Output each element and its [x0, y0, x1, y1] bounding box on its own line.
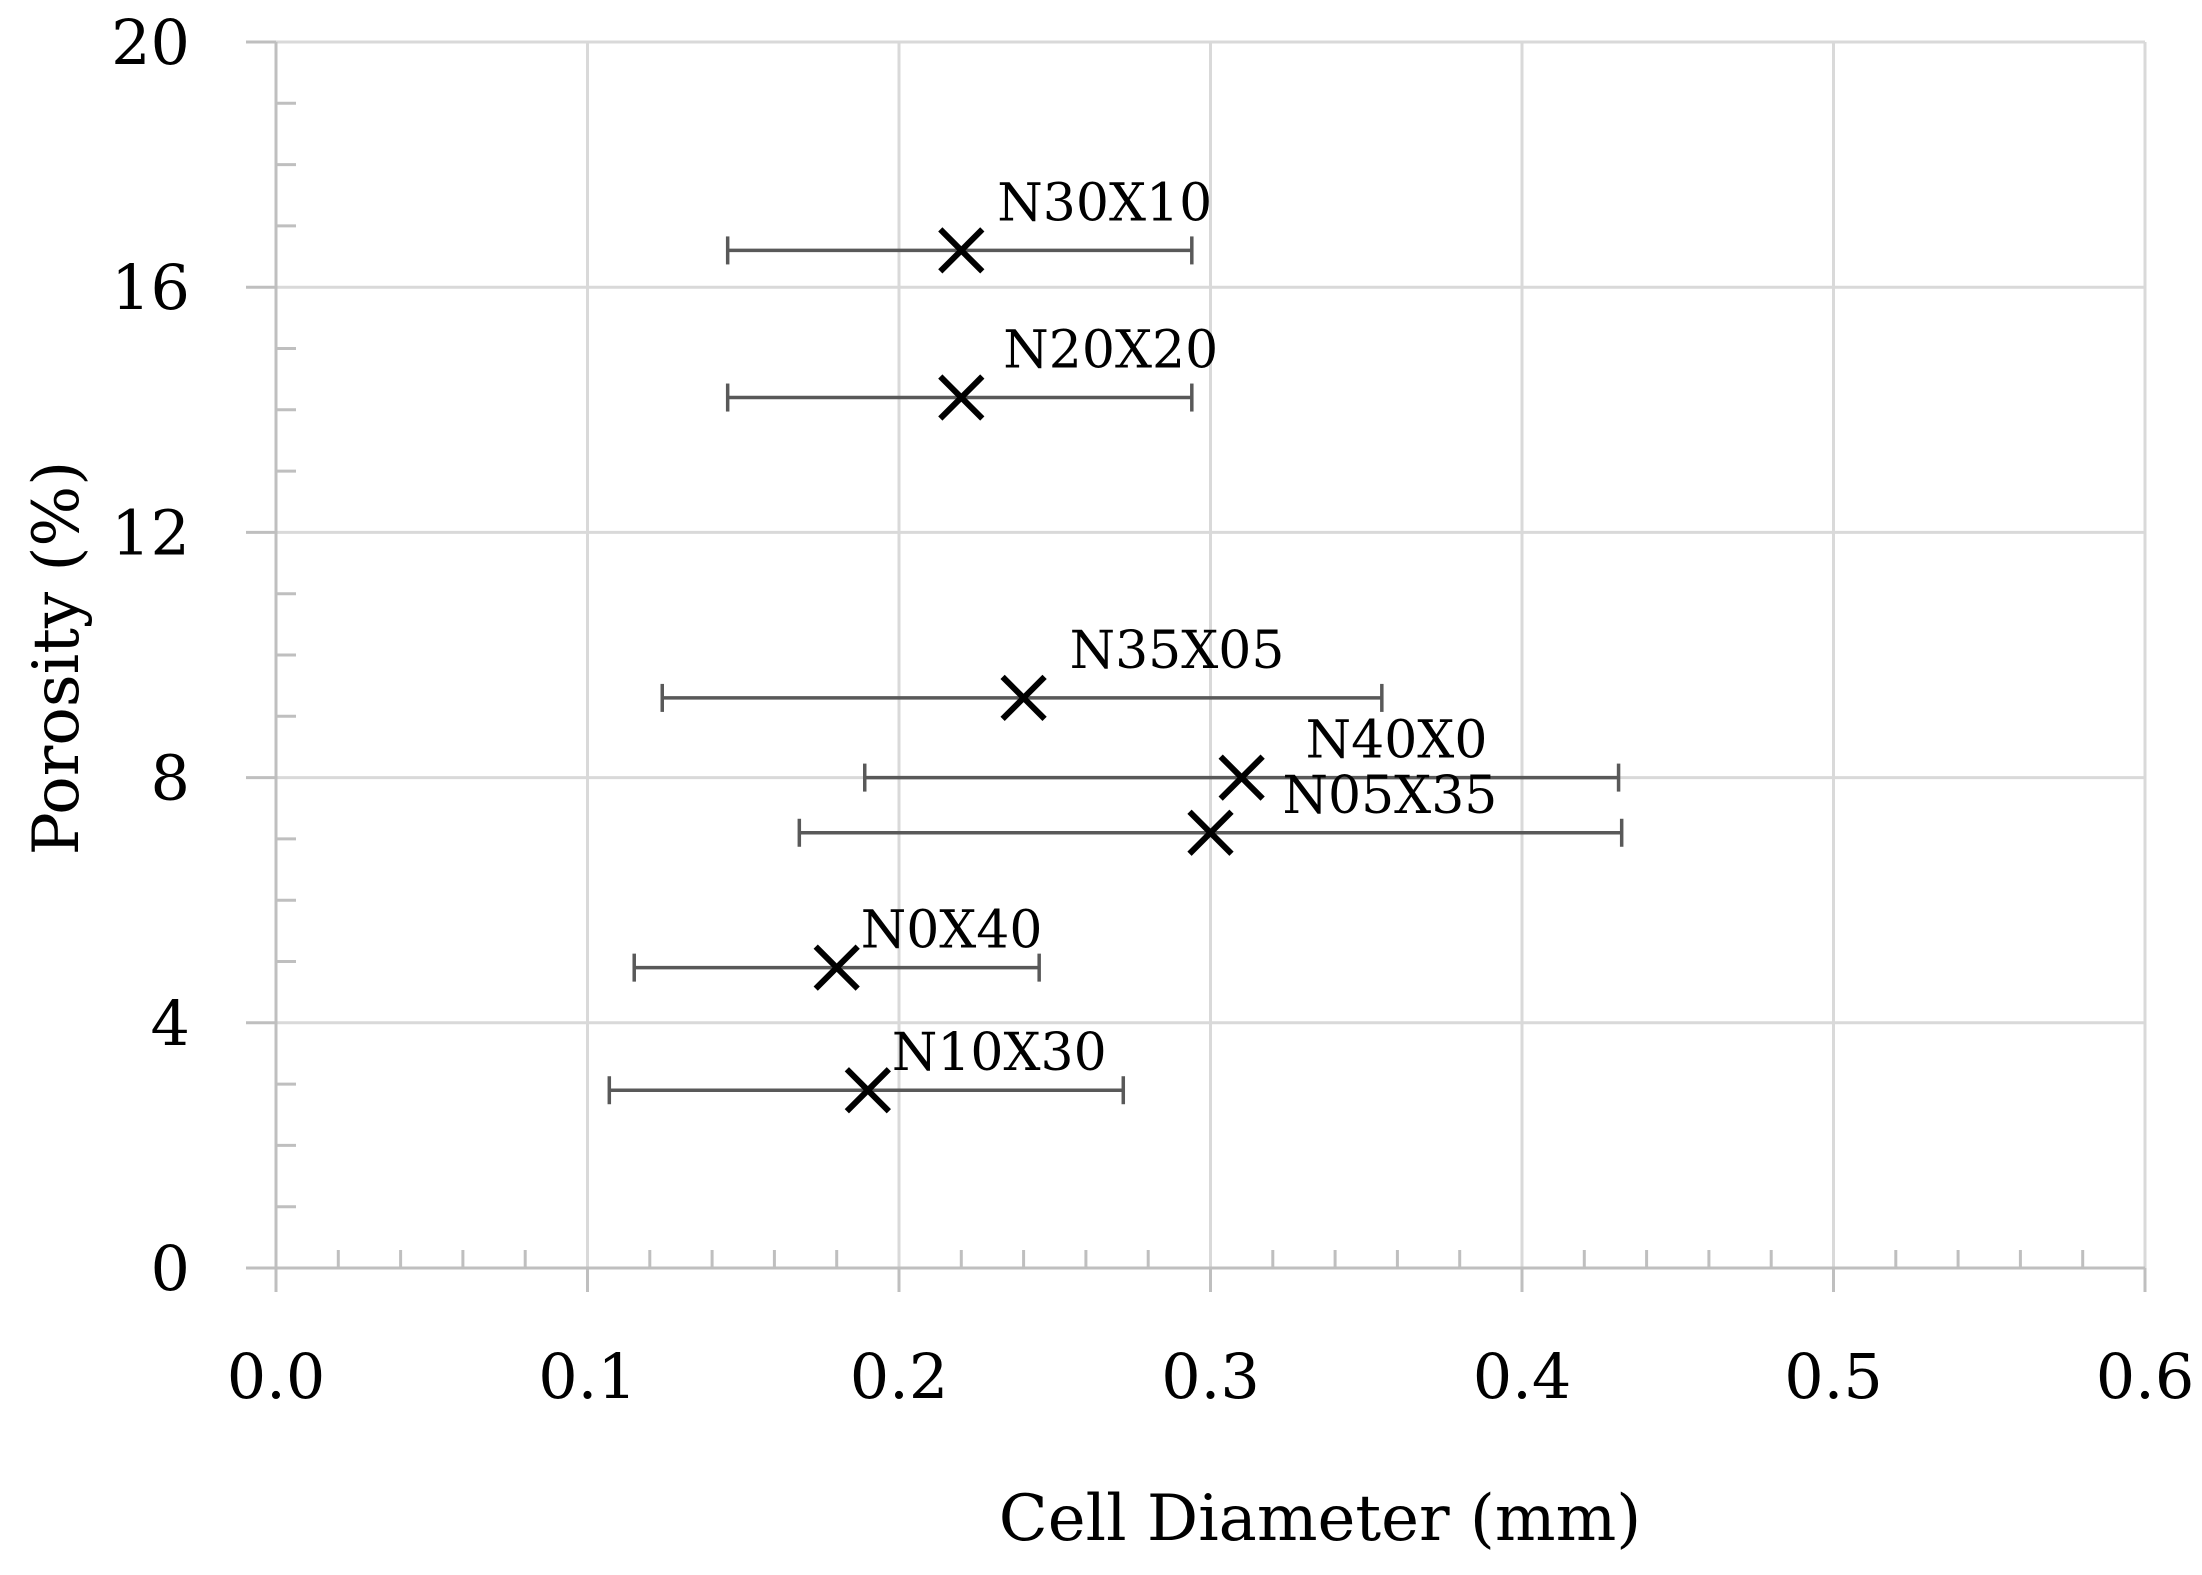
data-point-label: N40X0 [1306, 711, 1488, 771]
x-tick-label: 0.3 [1161, 1340, 1260, 1413]
data-point-label: N05X35 [1283, 766, 1498, 826]
x-tick-label: 0.6 [2096, 1340, 2195, 1413]
data-point-marker [938, 227, 985, 274]
data-point-label: N0X40 [861, 901, 1043, 961]
x-tick-label: 0.2 [850, 1340, 949, 1413]
data-point-label: N30X10 [997, 173, 1212, 233]
data-point-marker [1218, 754, 1265, 801]
data-series [607, 227, 1624, 1114]
data-point-marker [938, 374, 985, 421]
tick-labels: 0.0 0.1 0.2 0.3 0.4 0.5 0.6 0 4 8 12 16 20 [111, 6, 2194, 1413]
x-tick-label: 0.1 [538, 1340, 637, 1413]
x-tick-label: 0.5 [1784, 1340, 1883, 1413]
y-axis-title: Porosity (%) [20, 461, 94, 855]
x-tick-label: 0.4 [1473, 1340, 1572, 1413]
x-axis-title: Cell Diameter (mm) [999, 1482, 1641, 1556]
y-tick-label: 0 [151, 1232, 190, 1305]
data-point-marker [813, 944, 860, 991]
y-tick-label: 16 [111, 251, 190, 324]
y-tick-label: 20 [111, 6, 190, 79]
y-tick-label: 4 [151, 987, 190, 1060]
grid [276, 40, 2147, 1268]
data-point-marker [1187, 809, 1234, 856]
y-tick-label: 12 [111, 496, 190, 569]
x-tick-label: 0.0 [227, 1340, 326, 1413]
data-point-label: N20X20 [1003, 321, 1218, 381]
data-point-marker [844, 1067, 891, 1114]
data-point-marker [1000, 674, 1047, 722]
data-point-label: N10X30 [892, 1023, 1107, 1083]
y-tick-label: 8 [151, 742, 190, 815]
data-point-label: N35X05 [1070, 621, 1285, 681]
axes [246, 40, 2147, 1292]
